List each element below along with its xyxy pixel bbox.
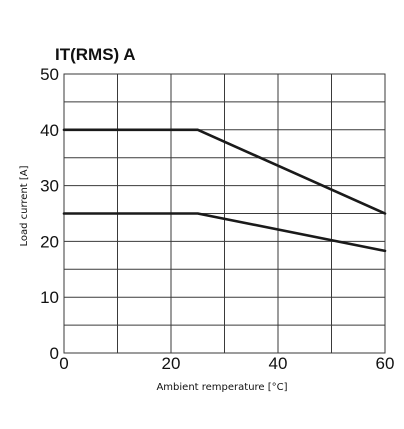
x-tick-label: 60 bbox=[376, 354, 395, 373]
chart-title: IT(RMS) A bbox=[55, 45, 136, 64]
x-tick-label: 0 bbox=[59, 354, 68, 373]
series-group bbox=[62, 128, 387, 253]
y-tick-label: 40 bbox=[40, 121, 59, 140]
y-tick-label: 0 bbox=[50, 344, 59, 363]
y-tick-labels: 0 10 20 30 40 50 bbox=[40, 65, 59, 363]
x-tick-labels: 0 20 40 60 bbox=[59, 354, 394, 373]
y-axis-label: Load current [A] bbox=[19, 165, 30, 246]
series-line-2 bbox=[62, 212, 387, 253]
x-tick-label: 40 bbox=[269, 354, 288, 373]
x-tick-label: 20 bbox=[162, 354, 181, 373]
y-tick-label: 20 bbox=[40, 232, 59, 251]
y-tick-label: 30 bbox=[40, 177, 59, 196]
grid bbox=[63, 73, 386, 354]
series-line-1 bbox=[62, 128, 387, 215]
y-tick-label: 10 bbox=[40, 288, 59, 307]
x-axis-label: Ambient remperature [°C] bbox=[156, 382, 287, 393]
y-tick-label: 50 bbox=[40, 65, 59, 84]
